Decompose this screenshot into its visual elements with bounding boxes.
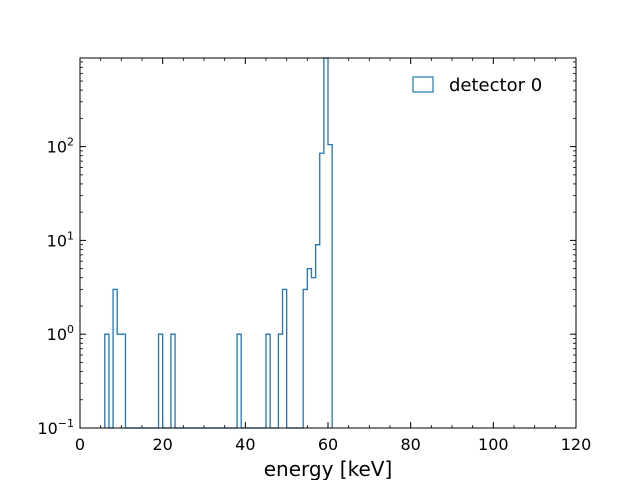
y-tick-labels: 10−1 100 101 102 <box>37 136 74 438</box>
y-tick-label: 101 <box>47 229 74 250</box>
legend: detector 0 <box>412 75 542 96</box>
x-tick-label: 100 <box>478 435 509 454</box>
x-tick-label: 80 <box>400 435 420 454</box>
y-tick-label: 100 <box>47 323 74 344</box>
x-axis-title: energy [keV] <box>264 457 393 480</box>
series-detector-0-step-line <box>104 57 333 429</box>
plot-frame <box>79 57 577 429</box>
y-tick-label: 10−1 <box>37 417 74 438</box>
y-tick-label: 102 <box>47 136 74 157</box>
x-tick-label: 120 <box>561 435 592 454</box>
x-tick-label: 40 <box>235 435 255 454</box>
legend-swatch-detector-0 <box>412 76 434 93</box>
x-tick-label: 0 <box>75 435 85 454</box>
y-major-ticks <box>80 146 576 429</box>
x-tick-label: 60 <box>318 435 338 454</box>
x-tick-labels: 0 20 40 60 80 100 120 <box>75 435 591 454</box>
legend-label-detector-0: detector 0 <box>449 75 542 96</box>
x-tick-label: 20 <box>152 435 172 454</box>
